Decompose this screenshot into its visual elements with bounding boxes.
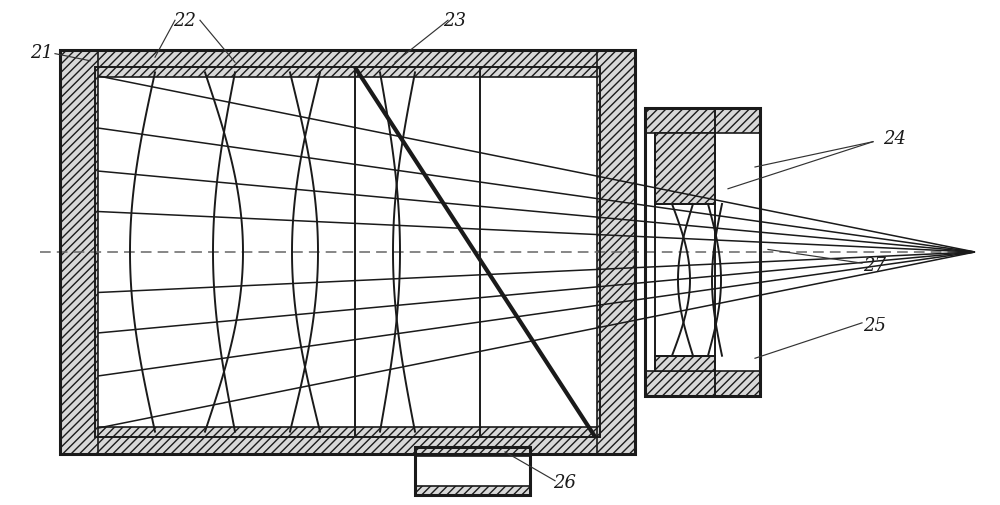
Bar [597,50,635,454]
Bar [415,447,530,495]
Text: 26: 26 [554,473,576,491]
Text: 27: 27 [864,256,887,274]
Bar [60,50,635,78]
Text: 21: 21 [30,44,54,62]
Bar [645,109,760,134]
Bar [415,447,530,456]
Bar [655,356,715,371]
Bar [60,427,635,454]
Bar [415,486,530,495]
Bar [95,68,600,437]
Text: 22: 22 [174,12,196,30]
Text: 23: 23 [444,12,466,30]
Bar [645,109,760,396]
Text: 25: 25 [864,317,887,335]
Bar [655,134,715,205]
Text: 24: 24 [884,130,906,148]
Bar [60,50,98,454]
Bar [645,371,760,396]
Bar [60,50,635,454]
